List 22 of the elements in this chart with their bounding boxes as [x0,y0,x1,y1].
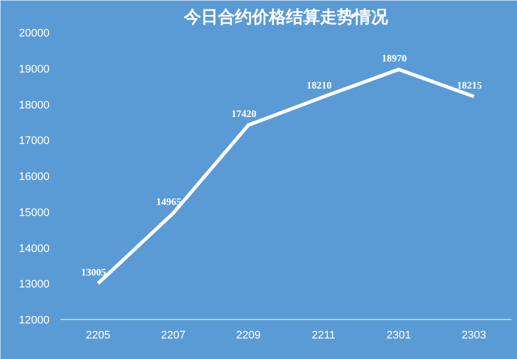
x-tick-label: 2205 [86,330,110,342]
data-label: 18970 [382,53,407,64]
data-label: 18215 [456,80,482,92]
x-tick-label: 2301 [386,330,411,342]
data-label: 18210 [306,80,332,92]
y-tick-label: 16000 [18,171,50,183]
y-tick-label: 14000 [18,242,50,255]
y-tick-label: 13000 [18,278,50,291]
y-tick-label: 19000 [18,63,50,76]
x-tick-label: 2303 [462,330,486,342]
chart-title: 今日合约价格结算走势情况 [183,8,389,28]
x-tick-label: 2211 [312,330,336,342]
data-label: 14965 [156,197,182,208]
x-tick-label: 2207 [161,330,186,342]
data-label: 17420 [231,109,256,120]
y-tick-label: 20000 [18,28,50,40]
y-tick-label: 15000 [18,206,50,219]
y-tick-label: 12000 [18,314,50,326]
data-label: 13005 [81,267,106,278]
y-tick-label: 18000 [18,99,50,112]
y-tick-label: 17000 [18,135,50,148]
x-tick-label: 2209 [236,330,261,342]
